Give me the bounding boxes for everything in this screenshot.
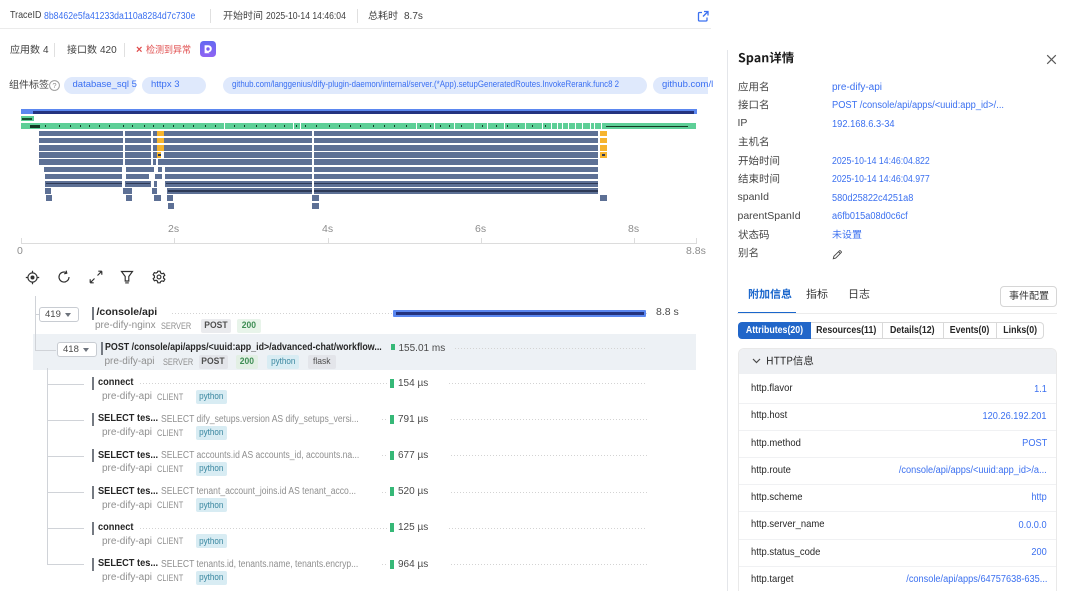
svg-text:?: ? — [52, 81, 56, 90]
